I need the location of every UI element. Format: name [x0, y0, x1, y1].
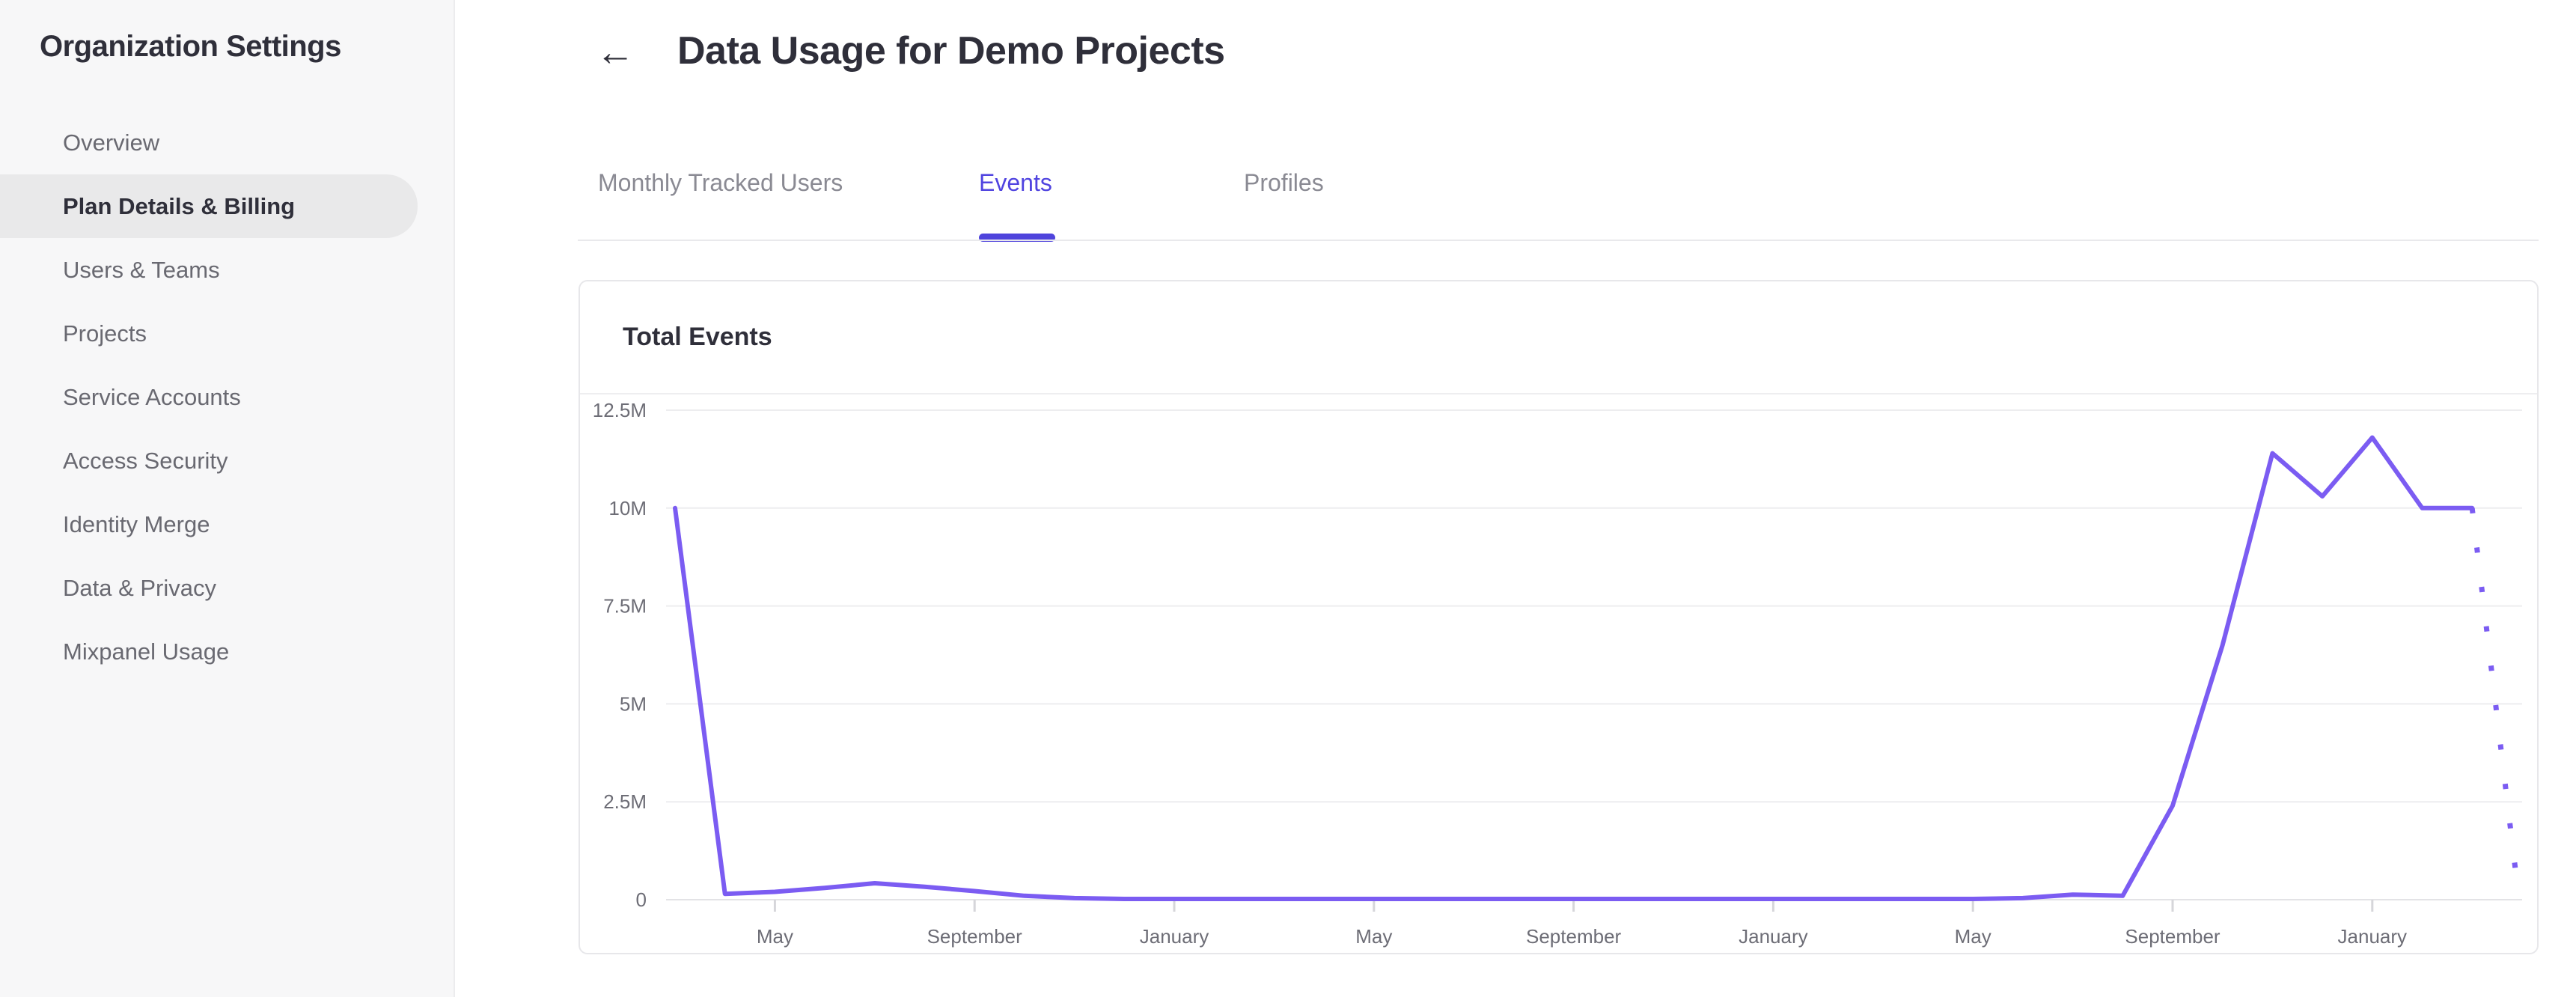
organization-settings-sidebar: Organization Settings Overview Plan Deta… — [0, 0, 455, 997]
events-chart-area[interactable]: 12.5M 10M 7.5M 5M 2.5M 0 May September January Ma… — [580, 394, 2537, 951]
sidebar-nav: Overview Plan Details & Billing Users & … — [0, 111, 455, 683]
x-axis-label: January — [1739, 925, 1808, 948]
x-axis-label: May — [1955, 925, 1991, 948]
sidebar-item-mixpanel-usage[interactable]: Mixpanel Usage — [63, 638, 230, 665]
x-axis-label: September — [927, 925, 1023, 948]
events-line-projected — [2469, 507, 2521, 888]
x-axis-label: January — [1140, 925, 1209, 948]
y-axis-label: 10M — [608, 497, 647, 519]
sidebar-item-data-privacy[interactable]: Data & Privacy — [63, 574, 217, 601]
sidebar-item-identity-merge[interactable]: Identity Merge — [63, 510, 210, 537]
y-axis-label: 12.5M — [593, 399, 647, 421]
sidebar-item-projects[interactable]: Projects — [63, 320, 147, 347]
x-axis-label: January — [2338, 925, 2408, 948]
x-axis-label: September — [2125, 925, 2221, 948]
y-axis-label: 5M — [620, 692, 647, 715]
events-line — [673, 435, 2475, 901]
x-axis-label: May — [1355, 925, 1392, 948]
events-chart[interactable]: 12.5M 10M 7.5M 5M 2.5M 0 May September January Ma… — [580, 394, 2537, 951]
tabs-divider — [578, 240, 2539, 241]
sidebar-item-users-teams[interactable]: Users & Teams — [63, 256, 220, 283]
total-events-card: Total Events 12.5M 10M 7.5M 5M 2.5M 0 May Septe… — [579, 280, 2539, 954]
card-header: Total Events — [580, 281, 2537, 394]
tab-events[interactable]: Events — [979, 169, 1052, 196]
sidebar-item-service-accounts[interactable]: Service Accounts — [63, 383, 241, 410]
sidebar-item-access-security[interactable]: Access Security — [63, 447, 228, 474]
page-title: Data Usage for Demo Projects — [677, 29, 1225, 73]
y-axis-label: 0 — [636, 888, 647, 911]
x-axis-label: May — [757, 925, 793, 948]
back-arrow-icon[interactable]: ← — [588, 25, 642, 79]
y-axis-label: 2.5M — [603, 790, 647, 813]
sidebar-title: Organization Settings — [40, 30, 341, 63]
sidebar-item-plan-details-billing[interactable]: Plan Details & Billing — [0, 174, 418, 238]
tab-profiles[interactable]: Profiles — [1244, 169, 1324, 196]
x-axis-label: September — [1526, 925, 1622, 948]
tab-monthly-tracked-users[interactable]: Monthly Tracked Users — [598, 169, 843, 196]
chart-title: Total Events — [623, 323, 772, 351]
active-tab-underline — [979, 234, 1055, 242]
y-axis-label: 7.5M — [603, 595, 647, 618]
sidebar-item-overview[interactable]: Overview — [63, 129, 160, 156]
main-content: ← Data Usage for Demo Projects Monthly T… — [455, 0, 2576, 997]
